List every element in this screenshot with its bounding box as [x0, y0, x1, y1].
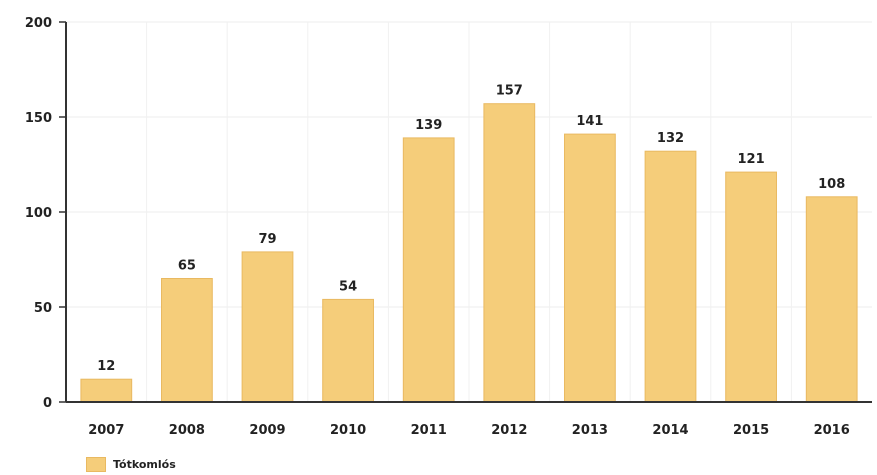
value-label: 141 — [576, 114, 603, 129]
bar-2010 — [322, 298, 374, 403]
bars — [80, 103, 858, 403]
value-label: 54 — [339, 279, 357, 294]
value-labels: 12 65 79 54 139 157 141 132 121 108 — [97, 84, 845, 375]
x-tick-label: 2010 — [330, 423, 366, 438]
y-tick-labels: 0 50 100 150 200 — [25, 16, 52, 411]
bar-2011 — [402, 137, 455, 403]
legend: Tótkomlós — [86, 457, 176, 472]
x-tick-label: 2012 — [491, 423, 527, 438]
x-tick-label: 2011 — [411, 423, 447, 438]
bar-2007 — [80, 378, 133, 403]
x-tick-label: 2008 — [169, 423, 205, 438]
bar-2009 — [241, 251, 294, 403]
gridlines — [66, 21, 872, 402]
x-tick-labels: 2007 2008 2009 2010 2011 2012 2013 2014 2015 2016 — [88, 423, 850, 438]
y-tick-label: 150 — [25, 111, 52, 126]
bar-2008 — [161, 278, 213, 403]
legend-label: Tótkomlós — [113, 458, 176, 471]
x-tick-label: 2007 — [88, 423, 124, 438]
axes — [59, 21, 872, 403]
x-tick-label: 2016 — [814, 423, 850, 438]
value-label: 65 — [178, 259, 196, 274]
value-label: 121 — [738, 152, 765, 167]
bar-2012 — [483, 103, 536, 403]
x-tick-label: 2015 — [733, 423, 769, 438]
value-label: 108 — [818, 177, 845, 192]
y-tick-label: 50 — [34, 301, 52, 316]
bar-2016 — [805, 196, 858, 403]
x-tick-label: 2013 — [572, 423, 608, 438]
legend-swatch — [86, 457, 106, 472]
value-label: 12 — [97, 359, 115, 374]
y-tick-label: 0 — [43, 396, 52, 411]
x-tick-label: 2009 — [249, 423, 285, 438]
value-label: 139 — [415, 118, 442, 133]
x-tick-label: 2014 — [652, 423, 688, 438]
bar-2015 — [725, 171, 777, 403]
value-label: 79 — [258, 232, 276, 247]
bar-2014 — [644, 150, 697, 403]
value-label: 157 — [496, 84, 523, 99]
y-tick-label: 100 — [25, 206, 52, 221]
bar-2013 — [564, 133, 616, 403]
value-label: 132 — [657, 131, 684, 146]
y-tick-label: 200 — [25, 16, 52, 31]
